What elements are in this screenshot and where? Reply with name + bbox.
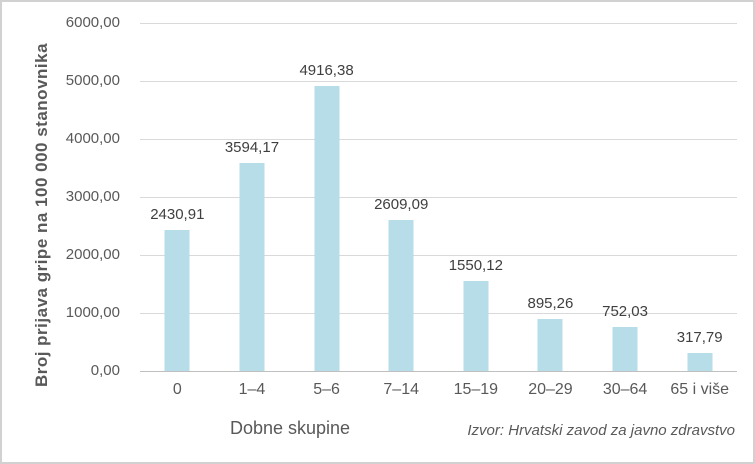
bar — [463, 281, 489, 371]
bar-value-label: 752,03 — [602, 303, 648, 321]
bar-value-label: 3594,17 — [224, 138, 280, 156]
bar — [537, 319, 563, 371]
bar-slot: 895,26 — [513, 23, 588, 371]
y-axis-tick-label: 1000,00 — [65, 304, 120, 321]
x-axis-title: Dobne skupine — [229, 418, 351, 438]
bar-slot: 317,79 — [662, 23, 737, 371]
bar-value-label: 317,79 — [676, 328, 723, 346]
bar-value-label: 2430,91 — [150, 206, 205, 224]
gridline — [140, 197, 737, 198]
bar-slot: 2609,09 — [364, 23, 439, 371]
x-axis-category-label: 5–6 — [313, 381, 340, 398]
x-axis-category-label: 1–4 — [238, 381, 266, 398]
gridline — [140, 23, 737, 24]
bar-slot: 1550,12 — [439, 23, 514, 371]
source-note: Izvor: Hrvatski zavod za javno zdravstvo — [467, 422, 735, 439]
bar-value-label: 2609,09 — [374, 195, 429, 213]
gridline — [140, 81, 737, 82]
gridline — [140, 139, 737, 140]
bar-slot: 2430,91 — [140, 23, 215, 371]
x-axis-category-label: 20–29 — [528, 381, 573, 398]
gridline — [140, 255, 737, 256]
y-axis-tick-label: 4000,00 — [65, 130, 120, 147]
bar-slot: 752,03 — [588, 23, 663, 371]
x-axis-category-label: 0 — [172, 381, 182, 398]
plot-area: 2430,91 3594,17 4916,38 2609,09 1550,12 895,2… — [140, 23, 737, 372]
y-axis-tick-label: 5000,00 — [65, 72, 120, 89]
x-axis-category-label: 30–64 — [602, 381, 648, 398]
bar-value-label: 1550,12 — [448, 257, 503, 275]
bar — [388, 219, 414, 371]
bar — [612, 327, 638, 371]
bar — [164, 230, 190, 371]
bar-value-label: 895,26 — [527, 295, 574, 313]
x-axis-category-label: 65 i više — [670, 381, 730, 398]
x-axis-category-labels: 0 1–4 5–6 7–14 15–19 20–29 30–64 65 i više — [140, 381, 737, 399]
gridline — [140, 313, 737, 314]
bar — [314, 85, 340, 371]
bar-value-label: 4916,38 — [299, 61, 354, 79]
bar-slot: 3594,17 — [215, 23, 290, 371]
y-axis-tick-label: 3000,00 — [65, 188, 120, 205]
bar-slot: 4916,38 — [289, 23, 364, 371]
bar — [239, 162, 265, 371]
y-axis-tick-label: 6000,00 — [65, 14, 120, 31]
y-axis-tick-label: 0,00 — [90, 362, 120, 379]
y-axis-tick-label: 2000,00 — [65, 246, 120, 263]
bar — [687, 352, 713, 371]
x-axis-category-label: 7–14 — [383, 381, 419, 398]
x-axis-category-label: 15–19 — [453, 381, 499, 398]
bars-layer: 2430,91 3594,17 4916,38 2609,09 1550,12 895,2… — [140, 23, 737, 371]
